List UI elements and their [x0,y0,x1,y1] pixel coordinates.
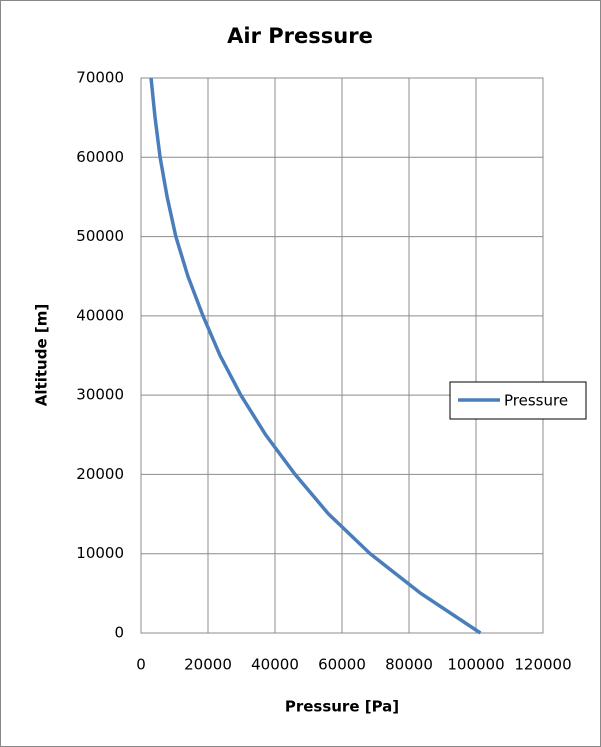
y-axis-label: Altitude [m] [33,304,51,406]
x-tick-label: 40000 [251,656,299,674]
y-tick-label: 30000 [76,386,124,404]
x-tick-label: 20000 [184,656,232,674]
chart-title: Air Pressure [227,24,373,48]
x-tick-label: 120000 [514,656,571,674]
y-tick-label: 70000 [76,69,124,87]
plot-border [140,77,544,634]
y-tick-label: 10000 [76,544,124,562]
x-tick-label: 100000 [447,656,504,674]
y-tick-label: 60000 [76,148,124,166]
legend-label: Pressure [504,392,568,410]
y-tick-label: 40000 [76,306,124,324]
y-tick-label: 20000 [76,465,124,483]
y-tick-label: 0 [114,624,124,642]
x-tick-label: 0 [136,656,146,674]
x-tick-label: 80000 [385,656,433,674]
x-tick-label: 60000 [318,656,366,674]
x-axis-label: Pressure [Pa] [285,698,399,716]
data-line [149,77,482,635]
y-tick-label: 50000 [76,227,124,245]
